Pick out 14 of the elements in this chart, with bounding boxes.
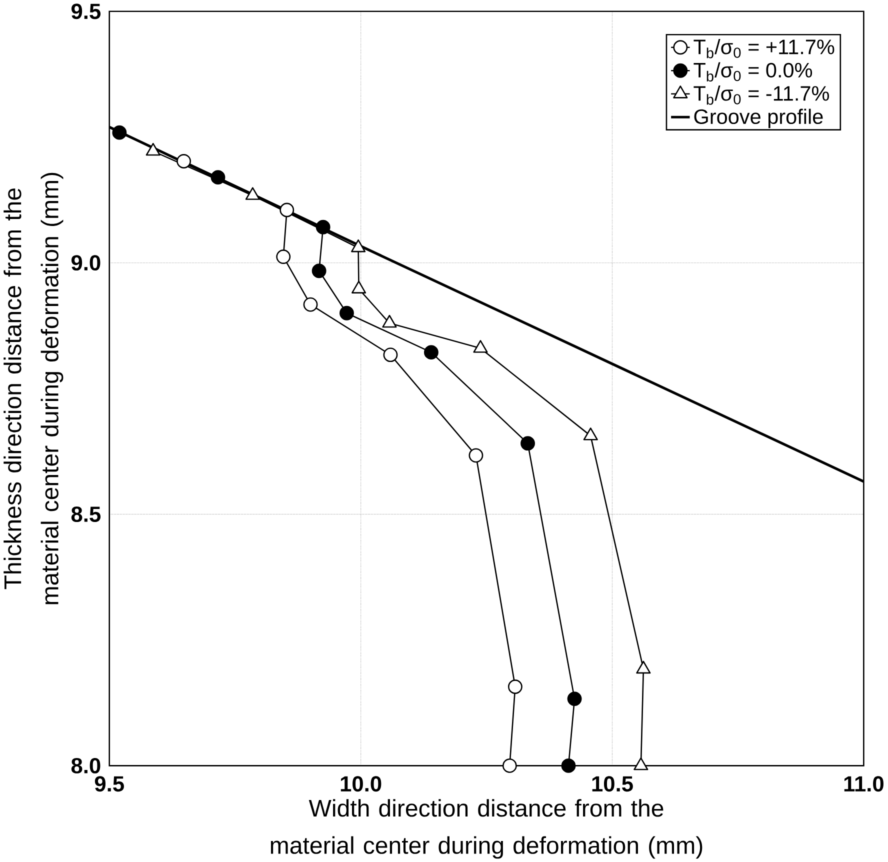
x-tick-label: 9.5 (94, 776, 124, 792)
x-tick-label: 10.5 (592, 776, 633, 792)
legend-label: T$_{b}$/σ$_{0}$ = 0.0% (694, 62, 812, 82)
x-axis-title: Width direction distance from the material center during deformation (mm) (270, 798, 702, 859)
legend-label: T$_{b}$/σ$_{0}$ = -11.7% (694, 85, 829, 105)
x-tick-label: 11.0 (844, 776, 884, 792)
y-tick-label: 9.5 (71, 3, 101, 19)
y-tick-label: 8.0 (71, 758, 100, 774)
y-axis-title: Thickness direction distance from the material center during deformation (mm) (4, 172, 64, 604)
y-tick-label: 9.0 (71, 254, 100, 270)
x-tick-label: 10.0 (340, 776, 382, 792)
y-tick-label: 8.5 (71, 506, 101, 522)
legend-label: Groove profile (694, 108, 823, 128)
legend-label: T$_{b}$/σ$_{0}$ = +11.7% (694, 38, 834, 58)
